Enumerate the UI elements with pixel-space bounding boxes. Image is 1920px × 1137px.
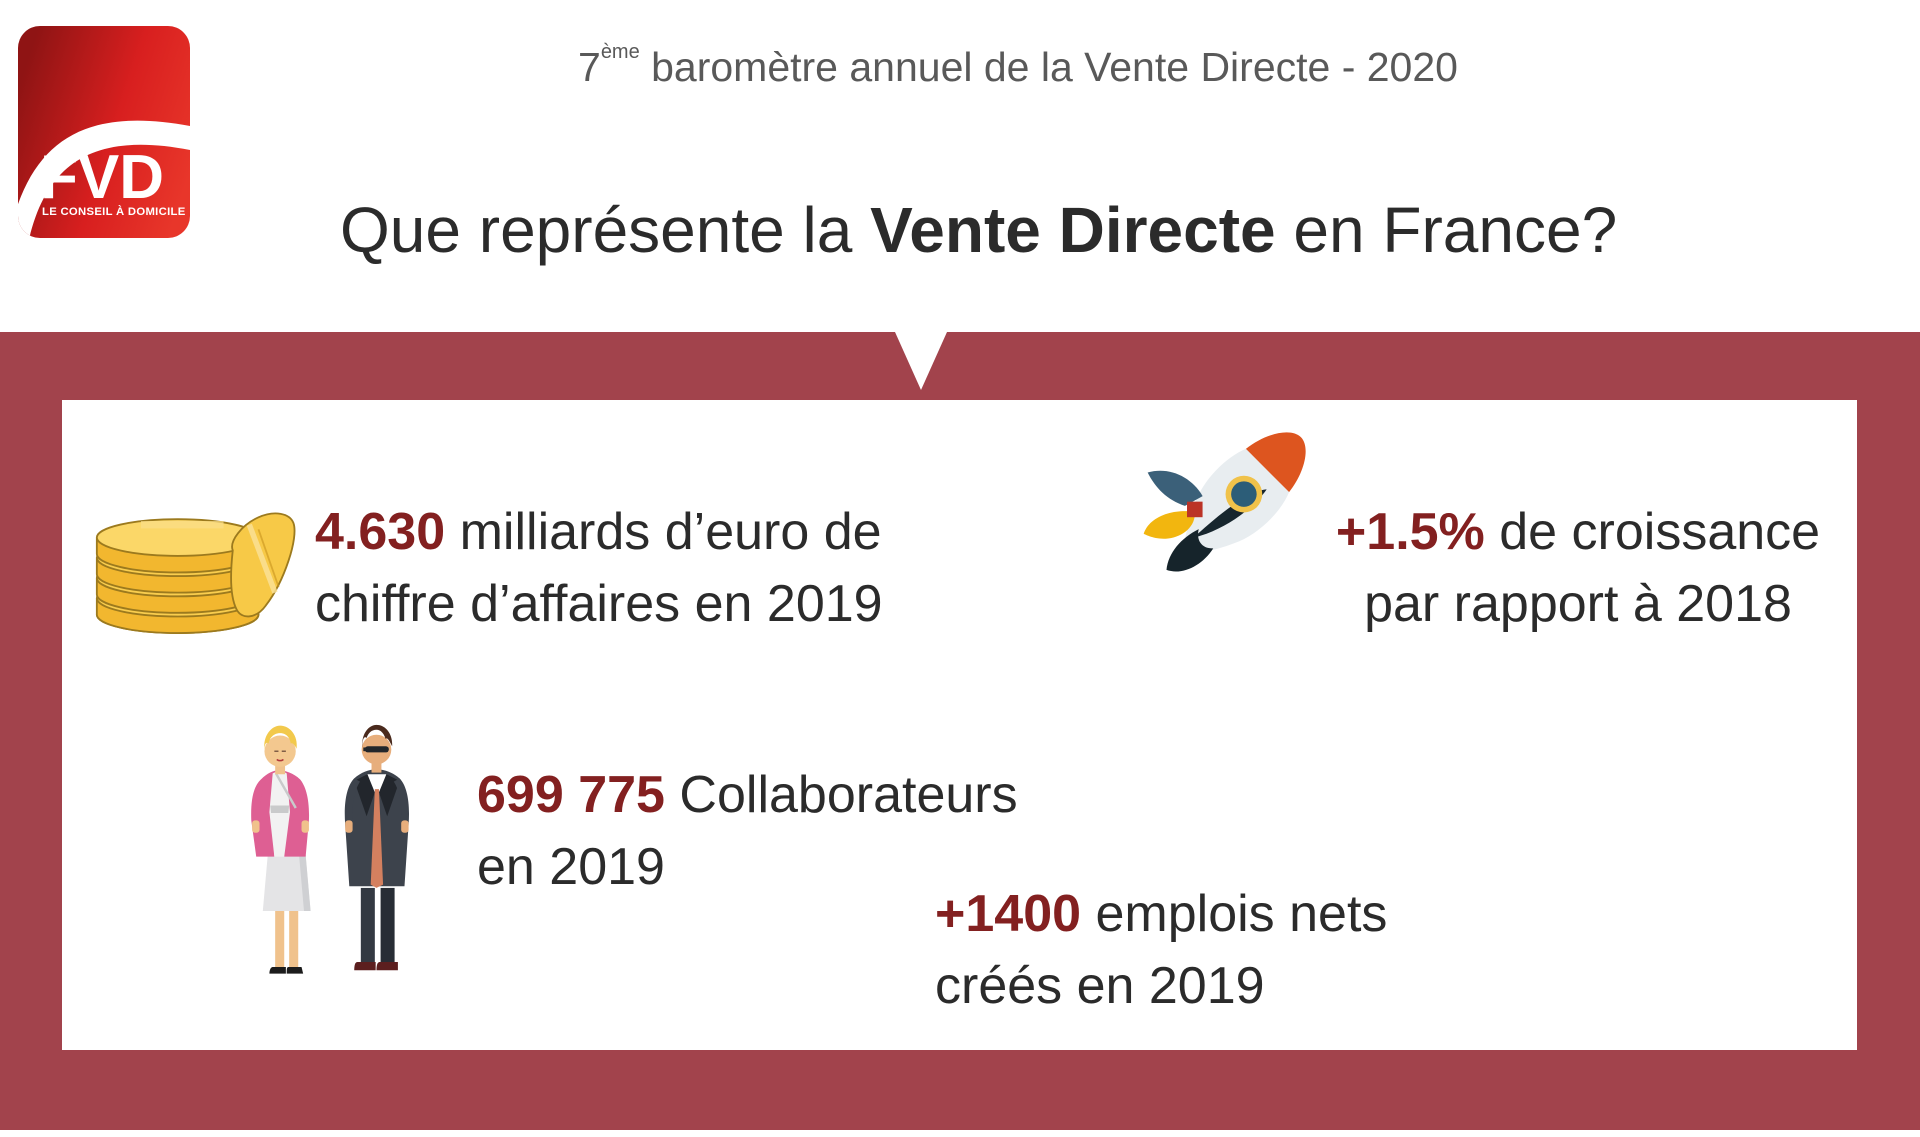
svg-text:FVD: FVD [40,143,164,212]
svg-text:LE CONSEIL À DOMICILE: LE CONSEIL À DOMICILE [42,205,186,218]
